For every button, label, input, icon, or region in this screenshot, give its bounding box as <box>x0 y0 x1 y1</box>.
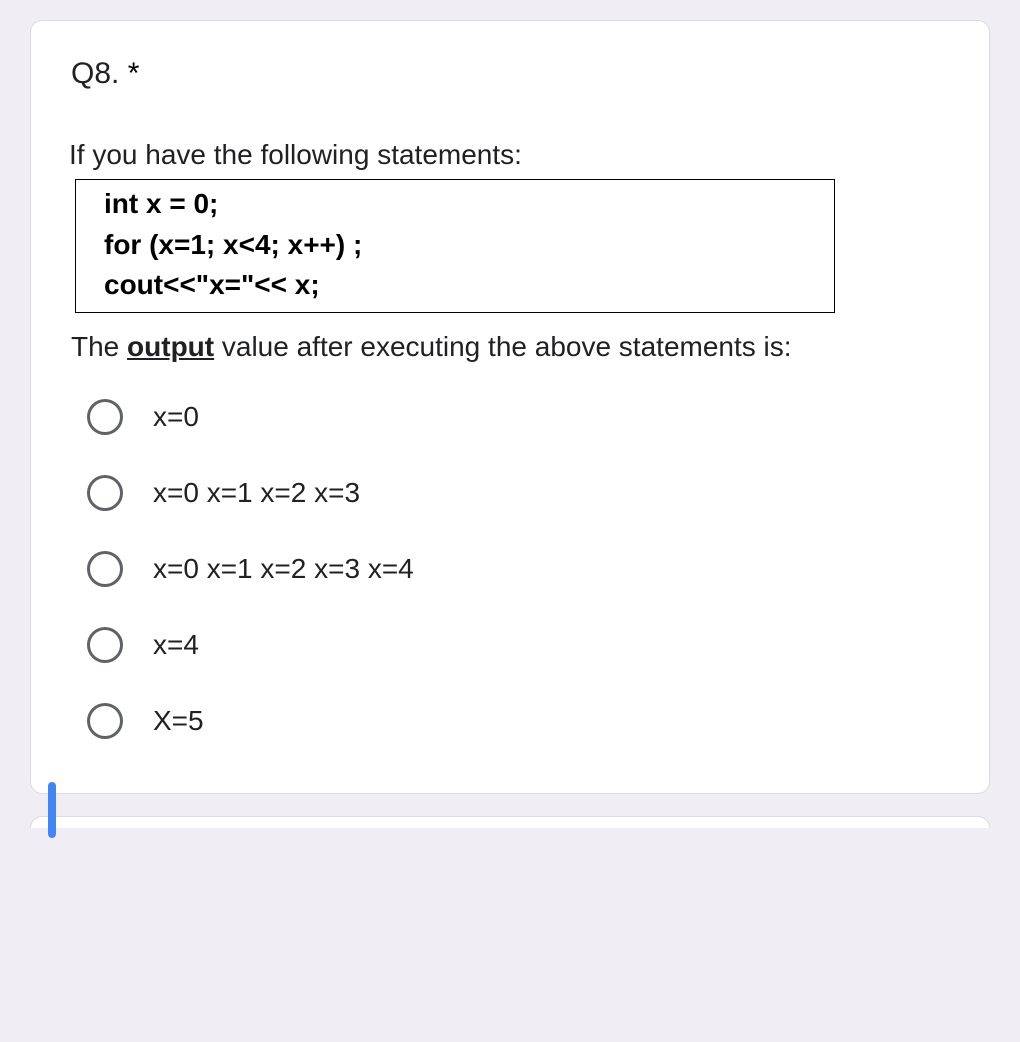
accent-bar <box>48 782 56 838</box>
option-radio[interactable]: x=4 <box>87 627 949 663</box>
option-label: x=0 <box>153 401 199 433</box>
option-radio[interactable]: x=0 x=1 x=2 x=3 x=4 <box>87 551 949 587</box>
option-label: x=0 x=1 x=2 x=3 x=4 <box>153 553 414 585</box>
question-card: Q8. * If you have the following statemen… <box>30 20 990 794</box>
code-box: int x = 0; for (x=1; x<4; x++) ; cout<<"… <box>75 179 835 313</box>
radio-icon <box>87 627 123 663</box>
question-title: Q8. * <box>71 57 949 91</box>
required-marker: * <box>128 57 140 90</box>
next-card-peek <box>30 816 990 828</box>
option-radio[interactable]: x=0 <box>87 399 949 435</box>
prompt-suffix: value after executing the above statemen… <box>214 331 791 362</box>
radio-icon <box>87 475 123 511</box>
option-radio[interactable]: X=5 <box>87 703 949 739</box>
question-number: Q8. <box>71 57 119 90</box>
option-label: X=5 <box>153 705 204 737</box>
options-group: x=0 x=0 x=1 x=2 x=3 x=0 x=1 x=2 x=3 x=4 … <box>71 399 949 739</box>
option-radio[interactable]: x=0 x=1 x=2 x=3 <box>87 475 949 511</box>
question-prompt: The output value after executing the abo… <box>71 331 949 363</box>
radio-icon <box>87 551 123 587</box>
prompt-prefix: The <box>71 331 127 362</box>
question-intro: If you have the following statements: <box>69 139 949 171</box>
option-label: x=4 <box>153 629 199 661</box>
radio-icon <box>87 703 123 739</box>
option-label: x=0 x=1 x=2 x=3 <box>153 477 360 509</box>
radio-icon <box>87 399 123 435</box>
code-line: for (x=1; x<4; x++) ; <box>104 225 814 266</box>
code-line: int x = 0; <box>104 184 814 225</box>
code-line: cout<<"x="<< x; <box>104 265 814 306</box>
prompt-underlined: output <box>127 331 214 362</box>
